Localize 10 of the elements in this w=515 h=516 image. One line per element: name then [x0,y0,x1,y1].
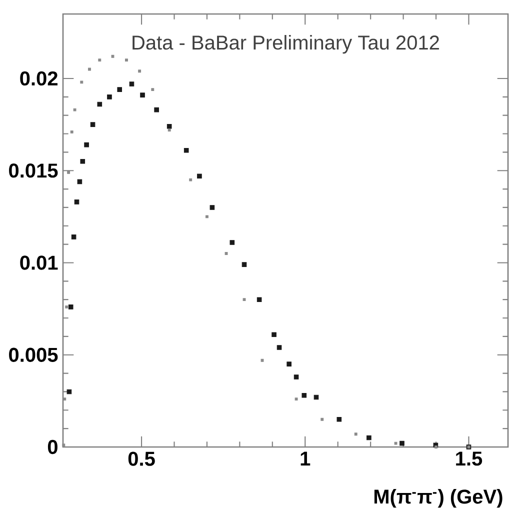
annotation: Data - BaBar Preliminary Tau 2012 [132,34,439,54]
x-axis-title: M(π$^{-}$π$^{-}$) (GeV) [374,489,502,508]
y-tick-label: 0.005 [9,348,58,362]
y-tick-label: 0 [48,440,58,454]
y-tick-label: 0.02 [20,71,58,86]
x-tick-label: 1.5 [456,452,482,466]
y-tick-label: 0.015 [9,164,58,178]
y-tick-label: 0.01 [20,256,58,270]
x-tick-label: 0.5 [128,452,155,466]
x-tick-label: 1 [300,452,310,466]
